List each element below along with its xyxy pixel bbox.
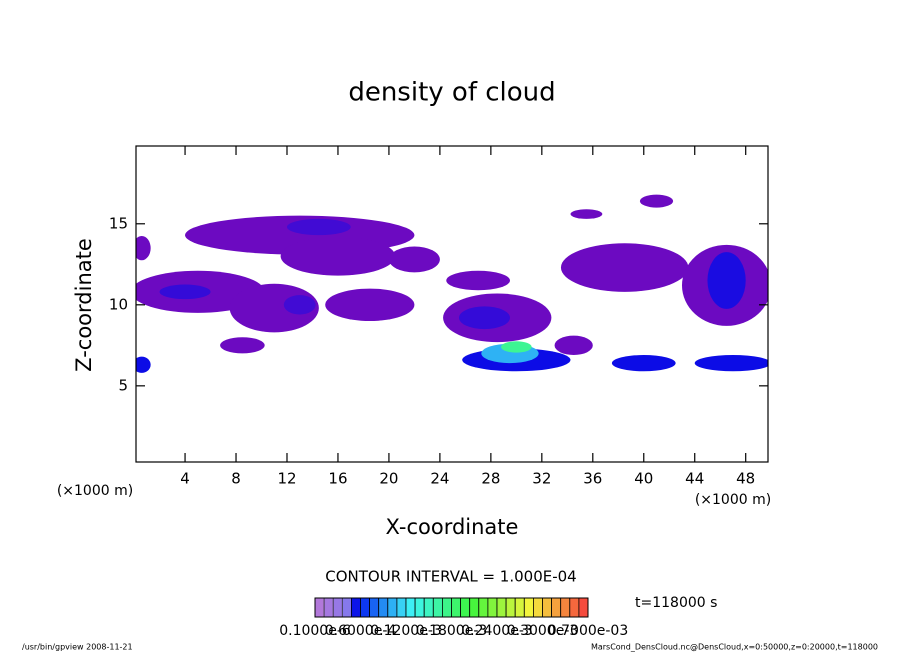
- y-unit: (×1000 m): [57, 483, 133, 499]
- colorbar-label: 0.6000e-4: [325, 623, 397, 639]
- time-label: t=118000 s: [635, 595, 717, 611]
- x-tick-label: 28: [481, 470, 500, 488]
- y-tick-label: 15: [109, 214, 128, 232]
- x-axis-label: X-coordinate: [386, 515, 519, 539]
- cloud-region: [639, 194, 674, 208]
- colorbar-label: 0.1000e-6: [279, 623, 351, 639]
- x-tick-label: 20: [379, 470, 398, 488]
- x-tick-label: 24: [430, 470, 449, 488]
- cloud-region: [388, 246, 440, 273]
- colorbar-cell: [369, 597, 380, 618]
- colorbar-cell: [341, 597, 352, 618]
- colorbar-cell: [542, 597, 553, 618]
- colorbar-cell: [523, 597, 534, 618]
- cloud-region: [611, 355, 676, 372]
- plot-frame: [135, 145, 769, 463]
- cloud-region: [325, 288, 415, 322]
- cloud-region: [283, 295, 316, 315]
- x-tick-label: 32: [532, 470, 551, 488]
- colorbar-cell: [496, 597, 507, 618]
- y-tick-label: 5: [118, 376, 128, 394]
- cloud-region: [280, 236, 396, 276]
- cloud-region: [694, 355, 768, 372]
- footer-left: /usr/bin/gpview 2008-11-21: [22, 643, 133, 652]
- colorbar-cell: [387, 597, 398, 618]
- x-tick-label: 44: [685, 470, 704, 488]
- cloud-region: [554, 335, 593, 356]
- cloud-region: [220, 337, 265, 354]
- chart-title: density of cloud: [348, 78, 555, 108]
- x-tick-label: 48: [736, 470, 755, 488]
- colorbar-cell: [578, 597, 589, 618]
- colorbar-label: 0.7000e-03: [548, 623, 628, 639]
- colorbar-cell: [432, 597, 443, 618]
- colorbar-label: 0.1200e-3: [370, 623, 442, 639]
- x-tick-label: 36: [583, 470, 602, 488]
- cloud-region: [707, 252, 746, 309]
- colorbar-cell: [505, 597, 516, 618]
- colorbar-cell: [460, 597, 471, 618]
- y-axis-label: Z-coordinate: [72, 238, 96, 372]
- x-unit: (×1000 m): [695, 492, 771, 508]
- x-tick-label: 16: [328, 470, 347, 488]
- colorbar-cell: [378, 597, 389, 618]
- contour-fill: [136, 194, 768, 373]
- x-tick-label: 8: [231, 470, 241, 488]
- colorbar-label: 0.1800e-3: [416, 623, 488, 639]
- colorbar-frame: [314, 597, 589, 618]
- cloud-region: [286, 218, 351, 236]
- cloud-region: [136, 356, 151, 373]
- colorbar-cell: [487, 597, 498, 618]
- colorbar-cell: [314, 597, 325, 618]
- colorbar-cell: [323, 597, 334, 618]
- cloud-region: [459, 306, 510, 330]
- colorbar-cell: [478, 597, 489, 618]
- colorbar-cell: [360, 597, 371, 618]
- cloud-region: [136, 235, 151, 261]
- colorbar-label: 0.2400e-3: [461, 623, 533, 639]
- y-tick-label: 10: [109, 295, 128, 313]
- cloud-region: [560, 243, 689, 292]
- colorbar-cell: [569, 597, 580, 618]
- contour-interval: CONTOUR INTERVAL = 1.000E-04: [325, 568, 576, 586]
- colorbar-cell: [533, 597, 543, 618]
- x-tick-label: 4: [180, 470, 190, 488]
- colorbar-cell: [423, 597, 434, 618]
- x-tick-label: 12: [277, 470, 296, 488]
- colorbar-cell: [469, 597, 480, 618]
- cloud-region: [501, 341, 532, 353]
- colorbar-cell: [451, 597, 462, 618]
- colorbar-cell: [551, 597, 562, 618]
- colorbar-cell: [405, 597, 416, 618]
- colorbar-cell: [350, 597, 361, 618]
- colorbar-cell: [332, 597, 343, 618]
- cloud-region: [446, 270, 510, 291]
- colorbar-cell: [414, 597, 425, 618]
- colorbar-label: 0.3000e-3: [507, 623, 579, 639]
- colorbar-cell: [396, 597, 407, 618]
- colorbar-cell: [560, 597, 571, 618]
- x-tick-label: 40: [634, 470, 653, 488]
- cloud-region: [159, 284, 211, 300]
- colorbar-cell: [441, 597, 452, 618]
- footer-right: MarsCond_DensCloud.nc@DensCloud,x=0:5000…: [591, 643, 878, 652]
- colorbar-cell: [514, 597, 525, 618]
- cloud-region: [570, 209, 603, 219]
